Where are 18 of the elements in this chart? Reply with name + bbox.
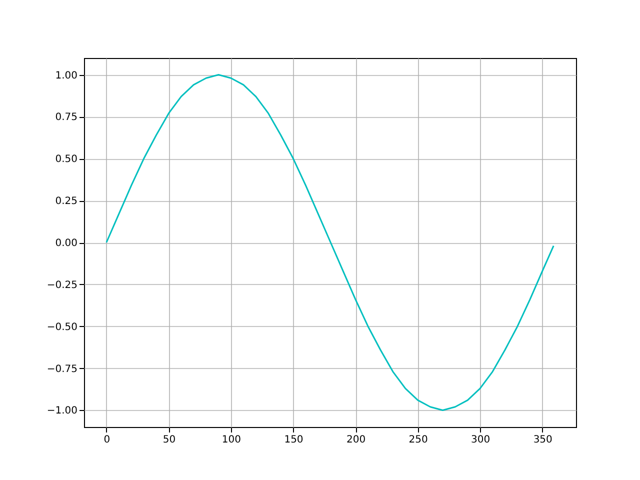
x-tick-label: 0 bbox=[104, 434, 110, 446]
y-tick-label: −0.50 bbox=[46, 322, 78, 333]
x-tick-label: 200 bbox=[346, 434, 366, 446]
y-tick-label: −0.25 bbox=[46, 280, 78, 291]
y-tick-label: 0.00 bbox=[55, 238, 78, 249]
x-tick-label: 300 bbox=[471, 434, 490, 446]
x-tick-label: 250 bbox=[408, 434, 428, 446]
y-tick-label: −1.00 bbox=[46, 406, 78, 417]
line-series bbox=[106, 74, 554, 411]
y-tick-label: 0.75 bbox=[55, 112, 78, 124]
y-tick-label: 0.50 bbox=[55, 154, 78, 166]
y-tick-label: 0.25 bbox=[55, 196, 78, 208]
x-tick-label: 150 bbox=[284, 434, 304, 446]
x-tick-label: 100 bbox=[222, 434, 242, 446]
x-tick-label: 350 bbox=[533, 434, 552, 446]
x-tick-label: 50 bbox=[162, 434, 176, 446]
y-tick-label: 1.00 bbox=[55, 70, 78, 82]
y-tick-label: −0.75 bbox=[46, 364, 78, 375]
